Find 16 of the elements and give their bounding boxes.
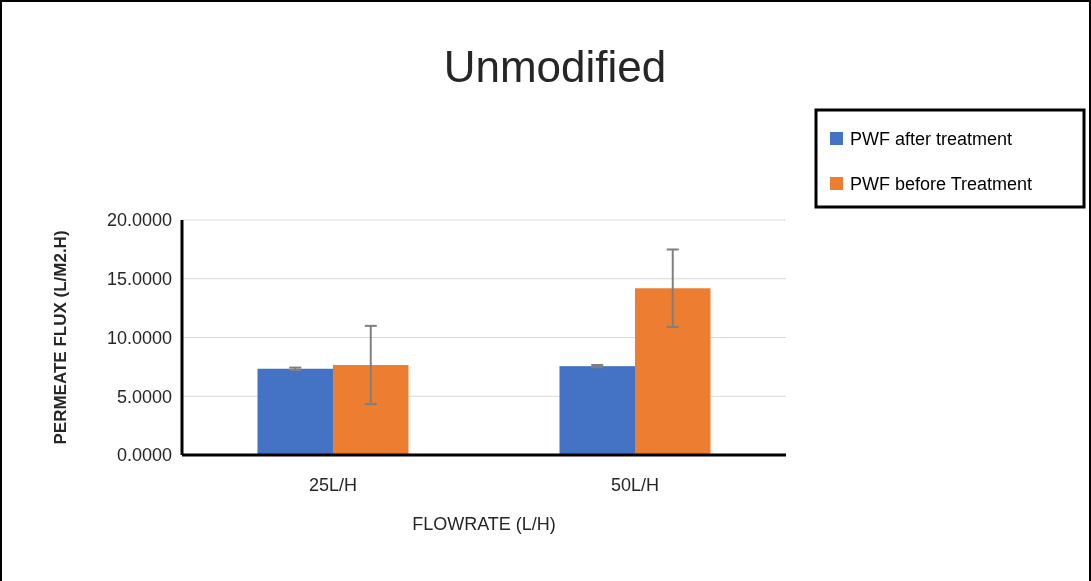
y-tick-label: 15.0000 xyxy=(106,269,172,290)
bar xyxy=(257,368,333,455)
x-axis-title: FLOWRATE (L/H) xyxy=(412,514,556,534)
legend-label: PWF after treatment xyxy=(850,129,1013,150)
y-tick-label: 20.0000 xyxy=(106,210,172,231)
y-axis-title: PERMEATE FLUX (L/M2.H) xyxy=(51,230,70,445)
legend-label: PWF before Treatment xyxy=(850,174,1033,195)
bar xyxy=(333,365,409,455)
x-tick-label: 50L/H xyxy=(610,475,660,495)
y-tick-label: 5.0000 xyxy=(116,386,172,407)
bar xyxy=(559,366,635,455)
x-tick-label: 25L/H xyxy=(308,475,358,495)
bar xyxy=(635,288,711,455)
y-tick-label: 0.0000 xyxy=(116,445,172,466)
y-tick-label: 10.0000 xyxy=(106,327,172,348)
chart-title: Unmodified xyxy=(443,42,667,91)
